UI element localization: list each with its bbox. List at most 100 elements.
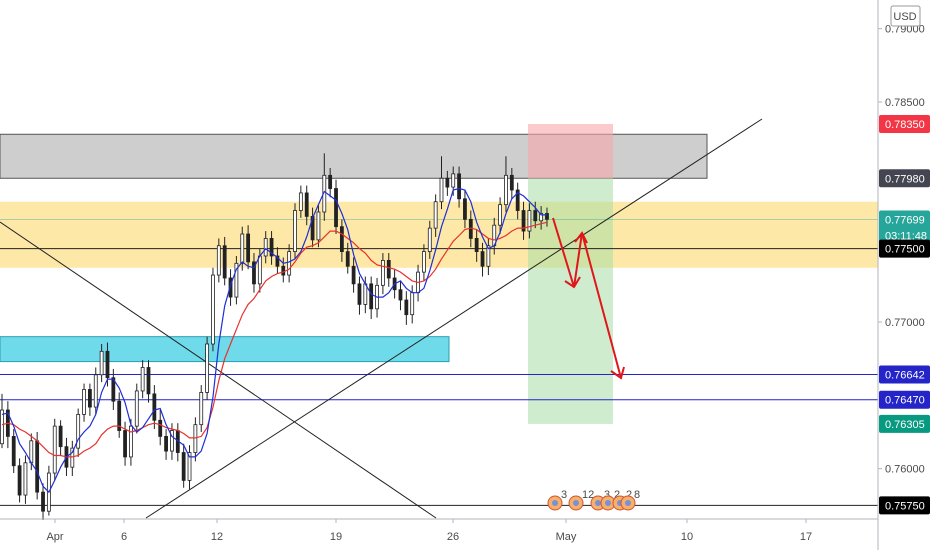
candle-bearish[interactable]: [480, 251, 485, 267]
candle-bullish[interactable]: [193, 424, 198, 453]
economic-event-marker[interactable]: 8: [620, 489, 640, 511]
candle-bullish[interactable]: [287, 251, 292, 276]
candle-bearish[interactable]: [105, 350, 110, 379]
candle-bullish[interactable]: [140, 367, 145, 392]
candle-bearish[interactable]: [334, 188, 338, 228]
candle-bullish[interactable]: [422, 251, 426, 273]
candle-bearish[interactable]: [111, 377, 116, 402]
candle-bullish[interactable]: [187, 452, 192, 481]
candle-bearish[interactable]: [351, 265, 356, 285]
candle-bullish[interactable]: [316, 211, 321, 241]
candle-bearish[interactable]: [509, 174, 514, 191]
candle-bearish[interactable]: [545, 213, 549, 220]
candle-bullish[interactable]: [29, 440, 34, 464]
candle-bullish[interactable]: [439, 177, 444, 203]
candle-bullish[interactable]: [298, 192, 303, 211]
price-tag[interactable]: 0.76642: [879, 365, 930, 384]
candle-bearish[interactable]: [11, 435, 16, 467]
candle-bearish[interactable]: [328, 174, 333, 189]
candle-bullish[interactable]: [380, 259, 385, 286]
candle-bearish[interactable]: [35, 440, 40, 493]
candle-bullish[interactable]: [234, 262, 239, 298]
descending-trendline[interactable]: [0, 221, 437, 519]
price-tag[interactable]: 0.78350: [879, 115, 930, 133]
candle-bearish[interactable]: [58, 425, 63, 448]
candle-bullish[interactable]: [498, 204, 503, 226]
candle-bearish[interactable]: [404, 299, 409, 316]
candle-bullish[interactable]: [263, 237, 268, 257]
candle-bullish[interactable]: [170, 430, 174, 452]
candle-bearish[interactable]: [281, 265, 286, 276]
candle-bearish[interactable]: [398, 289, 403, 301]
candle-bearish[interactable]: [386, 259, 391, 279]
candle-bearish[interactable]: [164, 435, 168, 452]
candle-bullish[interactable]: [539, 213, 544, 222]
candle-bearish[interactable]: [445, 177, 450, 188]
candle-bullish[interactable]: [427, 227, 432, 252]
candle-bullish[interactable]: [293, 210, 297, 253]
candle-bullish[interactable]: [134, 390, 139, 427]
candle-bearish[interactable]: [345, 251, 350, 267]
ascending-trendline[interactable]: [145, 118, 763, 519]
price-tag[interactable]: 0.76470: [879, 390, 930, 409]
candle-bullish[interactable]: [216, 245, 221, 276]
price-tag[interactable]: 0.77500: [879, 239, 930, 258]
candle-bearish[interactable]: [41, 491, 45, 512]
candle-bearish[interactable]: [123, 430, 127, 458]
demand-zone[interactable]: [0, 336, 450, 363]
candle-bullish[interactable]: [82, 389, 86, 415]
stop-loss-box[interactable]: [528, 124, 613, 179]
candle-bearish[interactable]: [117, 400, 122, 431]
candle-bullish[interactable]: [52, 425, 57, 474]
price-tag[interactable]: 0.75750: [879, 496, 930, 515]
currency-label[interactable]: USD: [890, 5, 921, 27]
candle-bearish[interactable]: [275, 255, 280, 267]
candle-bullish[interactable]: [240, 233, 245, 264]
candle-bullish[interactable]: [205, 343, 210, 393]
candle-bearish[interactable]: [88, 389, 92, 408]
candle-bearish[interactable]: [222, 245, 227, 279]
candle-bearish[interactable]: [269, 237, 274, 257]
price-tag[interactable]: 0.77980: [879, 169, 930, 188]
candle-bullish[interactable]: [257, 255, 262, 285]
candle-bullish[interactable]: [433, 201, 438, 229]
candle-bullish[interactable]: [451, 173, 456, 188]
candle-bullish[interactable]: [99, 350, 104, 376]
price-tag[interactable]: 0.77699 03:11:48: [879, 210, 930, 245]
candle-bearish[interactable]: [474, 237, 479, 252]
candle-bearish[interactable]: [357, 283, 362, 305]
candle-bullish[interactable]: [211, 274, 215, 345]
candle-bullish[interactable]: [410, 292, 415, 316]
economic-event-marker[interactable]: 3: [547, 489, 567, 511]
price-tag[interactable]: 0.76305: [879, 414, 930, 433]
candle-bullish[interactable]: [70, 447, 75, 468]
candle-bearish[interactable]: [252, 261, 256, 285]
candle-bearish[interactable]: [146, 367, 151, 395]
candle-bullish[interactable]: [0, 409, 4, 445]
candle-bullish[interactable]: [129, 425, 133, 458]
candle-bullish[interactable]: [199, 391, 204, 426]
candle-bullish[interactable]: [76, 413, 81, 449]
candle-bearish[interactable]: [533, 210, 538, 222]
candle-bullish[interactable]: [527, 210, 532, 232]
candle-bearish[interactable]: [181, 452, 186, 481]
projection-arrows[interactable]: [552, 217, 625, 380]
candle-bearish[interactable]: [521, 210, 526, 232]
candle-bearish[interactable]: [339, 226, 344, 253]
candle-bearish[interactable]: [369, 283, 374, 310]
candle-bullish[interactable]: [504, 174, 508, 206]
candle-bearish[interactable]: [515, 189, 520, 211]
candle-bearish[interactable]: [158, 419, 163, 437]
candle-bearish[interactable]: [310, 215, 315, 241]
economic-event-marker[interactable]: 12: [568, 489, 594, 511]
candle-bearish[interactable]: [457, 173, 461, 200]
candle-bullish[interactable]: [486, 245, 491, 267]
candle-bearish[interactable]: [246, 233, 251, 263]
candle-bullish[interactable]: [23, 462, 28, 496]
candle-bearish[interactable]: [463, 198, 467, 220]
candle-bullish[interactable]: [93, 374, 98, 408]
candle-bearish[interactable]: [17, 465, 22, 496]
candle-bearish[interactable]: [304, 192, 309, 217]
candle-bearish[interactable]: [152, 393, 157, 421]
